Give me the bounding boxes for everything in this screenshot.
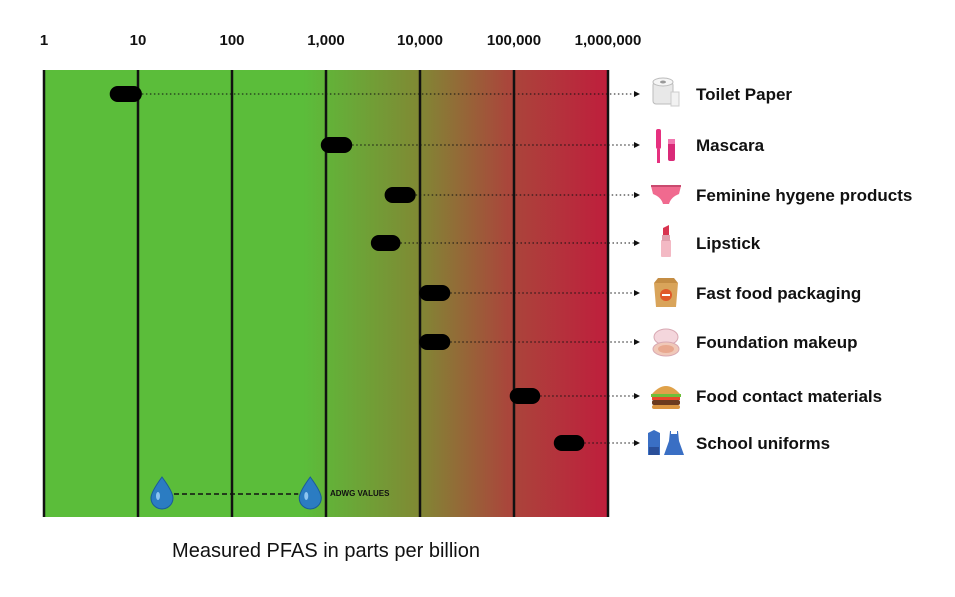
x-tick-label: 100: [219, 32, 244, 49]
mascara-icon: [656, 129, 675, 163]
range-bar: [109, 86, 142, 102]
category-label: Mascara: [696, 136, 765, 155]
category-label: Lipstick: [696, 234, 761, 253]
category-labels: Toilet Paper Mascara Feminine hygene produ…: [696, 85, 912, 453]
category-label: School uniforms: [696, 434, 830, 453]
category-label: Foundation makeup: [696, 333, 858, 352]
leader-arrow: [634, 192, 640, 198]
food-bag-icon: [654, 278, 678, 307]
category-label: Fast food packaging: [696, 284, 861, 303]
x-tick-label: 1: [40, 32, 48, 49]
drop-highlight: [155, 492, 160, 500]
tick-labels: 1 10 100 1,000 10,000 100,000 1,000,000: [40, 32, 642, 49]
leader-arrow: [634, 440, 640, 446]
leader-arrow: [634, 91, 640, 97]
leader-lines: [141, 91, 640, 446]
compact-icon: [652, 328, 680, 357]
adwg-label: ADWG VALUES: [330, 489, 390, 498]
category-label: Toilet Paper: [696, 85, 792, 104]
water-drop-icon: [150, 476, 174, 510]
leader-arrow: [634, 240, 640, 246]
toilet-paper-icon: [652, 77, 680, 107]
leader-arrow: [634, 142, 640, 148]
range-bar: [509, 388, 541, 404]
range-bars: [109, 86, 585, 451]
underwear-icon: [651, 185, 681, 204]
x-tick-label: 100,000: [487, 32, 541, 49]
x-tick-label: 10: [130, 32, 147, 49]
leader-arrow: [634, 339, 640, 345]
burger-icon: [651, 386, 681, 409]
drop-highlight: [304, 492, 309, 500]
uniform-icon: [648, 430, 684, 455]
range-bar: [419, 285, 451, 301]
leader-arrow: [634, 290, 640, 296]
range-bar: [419, 334, 451, 350]
water-drop-icon: [298, 476, 322, 510]
x-tick-label: 1,000: [307, 32, 345, 49]
category-label: Food contact materials: [696, 387, 882, 406]
range-bar: [320, 137, 353, 153]
range-bar: [384, 187, 416, 203]
leader-arrow: [634, 393, 640, 399]
range-bar: [370, 235, 401, 251]
range-bar: [553, 435, 585, 451]
x-axis-label: Measured PFAS in parts per billion: [172, 540, 480, 562]
lipstick-icon: [661, 225, 671, 257]
adwg-marker: ADWG VALUES: [150, 476, 390, 510]
category-label: Feminine hygene products: [696, 186, 912, 205]
x-tick-label: 1,000,000: [575, 32, 642, 49]
category-icons: [648, 77, 684, 455]
x-tick-label: 10,000: [397, 32, 443, 49]
